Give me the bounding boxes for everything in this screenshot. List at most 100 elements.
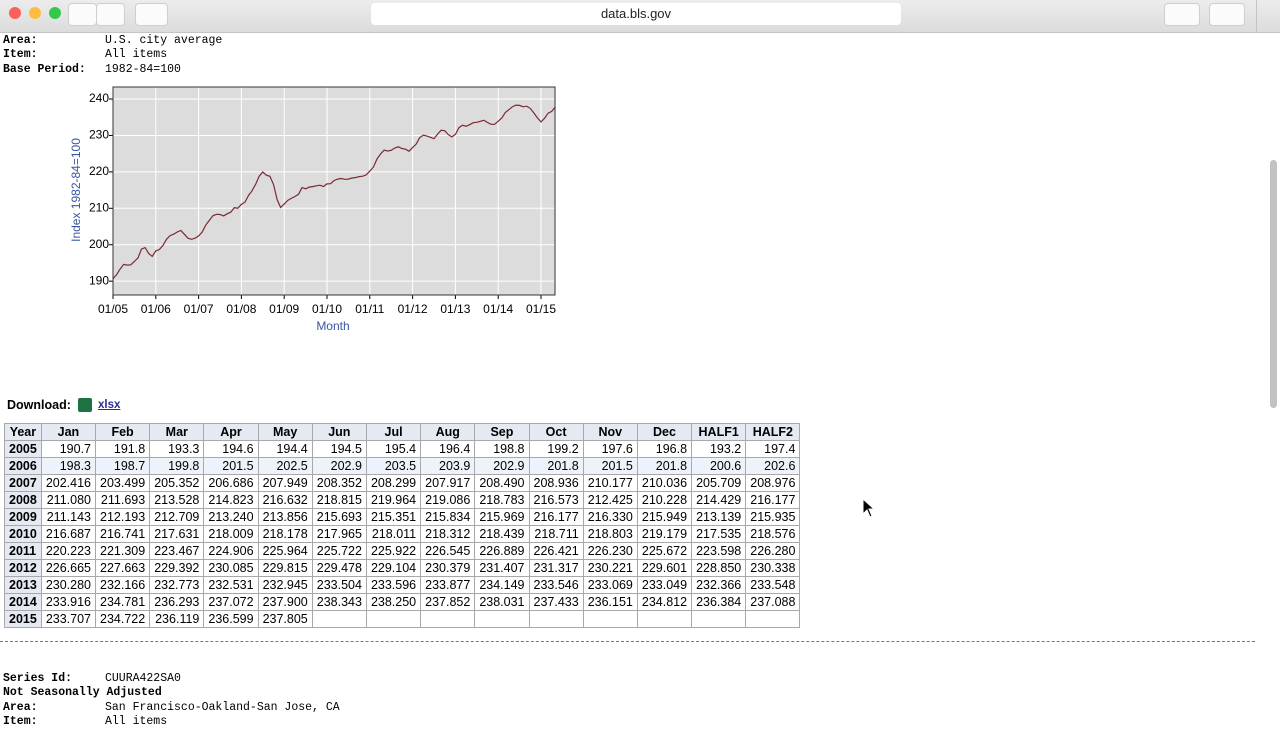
- value-cell: 216.177: [745, 491, 801, 509]
- field-value: U.S. city average: [105, 34, 223, 47]
- value-cell: 218.803: [582, 525, 638, 543]
- value-cell: 205.709: [691, 474, 747, 492]
- field-label: Item:: [3, 714, 38, 728]
- year-cell: 2008: [4, 491, 42, 509]
- series-header: Area: U.S. city average Item: All items Base…: [3, 34, 222, 77]
- value-cell: 232.531: [203, 576, 259, 594]
- value-cell: 210.177: [582, 474, 638, 492]
- close-button[interactable]: [9, 7, 21, 19]
- table-row: 2013 230.280 232.166 232.773 232.531 232.945 2…: [4, 576, 801, 594]
- value-cell: 213.856: [257, 508, 313, 526]
- value-cell: [745, 610, 801, 628]
- tabs-button[interactable]: [1209, 3, 1245, 26]
- column-header: Sep: [474, 423, 530, 441]
- new-tab-button[interactable]: [1256, 0, 1280, 32]
- value-cell: 238.031: [474, 593, 530, 611]
- value-cell: 216.632: [257, 491, 313, 509]
- column-header: Mar: [149, 423, 205, 441]
- value-cell: 212.193: [94, 508, 151, 526]
- value-cell: 217.965: [311, 525, 367, 543]
- value-cell: 208.976: [745, 474, 801, 492]
- value-cell: 229.104: [365, 559, 422, 577]
- value-cell: 190.7: [40, 440, 97, 458]
- x-tick-label: 01/05: [98, 302, 128, 316]
- plot-frame: [112, 86, 556, 296]
- xlsx-link[interactable]: xlsx: [98, 399, 121, 411]
- excel-icon[interactable]: [78, 398, 92, 412]
- field-label: Base Period:: [3, 62, 86, 76]
- value-cell: 215.834: [420, 508, 476, 526]
- value-cell: 208.299: [365, 474, 422, 492]
- value-cell: 233.548: [745, 576, 801, 594]
- value-cell: 197.4: [745, 440, 801, 458]
- value-cell: 213.528: [149, 491, 205, 509]
- line-series: [112, 104, 556, 280]
- table-row: 2008 211.080 211.693 213.528 214.823 216.632 2…: [4, 491, 801, 509]
- field-value: All items: [105, 48, 168, 62]
- value-cell: 202.416: [40, 474, 97, 492]
- field-label: Item:: [3, 48, 38, 62]
- value-cell: 198.7: [94, 457, 151, 475]
- x-tick-label: 01/07: [184, 302, 214, 316]
- field-row: Not Seasonally Adjusted: [3, 686, 340, 700]
- value-cell: 212.425: [582, 491, 638, 509]
- minimize-button[interactable]: [29, 7, 41, 19]
- value-cell: 231.407: [474, 559, 530, 577]
- value-cell: 226.421: [528, 542, 584, 560]
- value-cell: 201.8: [528, 457, 584, 475]
- value-cell: 212.709: [149, 508, 205, 526]
- y-tick-label: 220: [89, 164, 109, 178]
- value-cell: 202.6: [745, 457, 801, 475]
- x-tick-label: 01/08: [226, 302, 256, 316]
- table-row: 2014 233.916 234.781 236.293 237.072 237.900 2…: [4, 593, 801, 611]
- x-tick-label: 01/14: [483, 302, 513, 316]
- value-cell: [528, 610, 584, 628]
- value-cell: 237.852: [420, 593, 476, 611]
- column-header: Jan: [40, 423, 97, 441]
- sidebar-button[interactable]: [135, 3, 168, 26]
- value-cell: 198.3: [40, 457, 97, 475]
- value-cell: [636, 610, 693, 628]
- value-cell: 193.2: [691, 440, 747, 458]
- value-cell: 195.4: [365, 440, 422, 458]
- forward-button[interactable]: [96, 3, 125, 26]
- value-cell: 207.949: [257, 474, 313, 492]
- value-cell: 215.935: [745, 508, 801, 526]
- value-cell: 229.601: [636, 559, 693, 577]
- value-cell: 218.711: [528, 525, 584, 543]
- address-bar[interactable]: data.bls.gov: [371, 3, 901, 25]
- scrollbar[interactable]: [1270, 160, 1277, 408]
- value-cell: 233.707: [40, 610, 97, 628]
- value-cell: 201.5: [582, 457, 638, 475]
- chart: 190 200 210 220 230 240 01/05 01/06 01/07 01/08 01…: [69, 86, 556, 333]
- value-cell: 225.672: [636, 542, 693, 560]
- value-cell: 218.009: [203, 525, 259, 543]
- value-cell: 218.312: [420, 525, 476, 543]
- share-button[interactable]: [1164, 3, 1200, 26]
- year-cell: 2015: [4, 610, 42, 628]
- value-cell: 230.338: [745, 559, 801, 577]
- value-cell: 218.439: [474, 525, 530, 543]
- column-header: Dec: [636, 423, 693, 441]
- zoom-button[interactable]: [49, 7, 61, 19]
- value-cell: 229.392: [149, 559, 205, 577]
- value-cell: 232.945: [257, 576, 313, 594]
- year-cell: 2012: [4, 559, 42, 577]
- year-cell: 2006: [4, 457, 42, 475]
- table-row: 2006 198.3 198.7 199.8 201.5 202.5 202.9 203.5 2…: [4, 457, 801, 475]
- column-header: Nov: [582, 423, 638, 441]
- value-cell: 237.900: [257, 593, 313, 611]
- value-cell: 236.119: [149, 610, 205, 628]
- value-cell: 226.889: [474, 542, 530, 560]
- value-cell: 236.384: [691, 593, 747, 611]
- value-cell: 202.5: [257, 457, 313, 475]
- value-cell: 196.4: [420, 440, 476, 458]
- year-cell: 2009: [4, 508, 42, 526]
- value-cell: 215.949: [636, 508, 693, 526]
- value-cell: 218.178: [257, 525, 313, 543]
- value-cell: 202.9: [311, 457, 367, 475]
- x-tick-label: 01/13: [440, 302, 470, 316]
- value-cell: 232.773: [149, 576, 205, 594]
- value-cell: 233.596: [365, 576, 422, 594]
- column-header: Oct: [528, 423, 584, 441]
